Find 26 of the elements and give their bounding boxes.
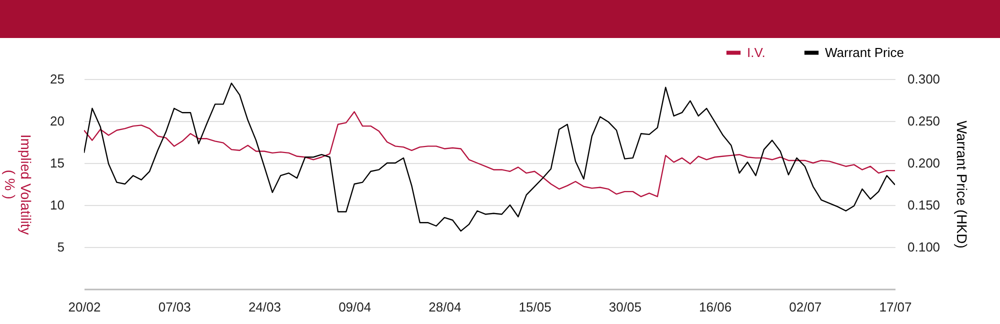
x-tick-label: 15/05 xyxy=(518,300,552,314)
x-tick-label: 02/07 xyxy=(789,300,822,314)
y-tick-label: 20 xyxy=(50,114,64,128)
y2-tick-label: 0.100 xyxy=(908,240,940,254)
y2-tick-label: 0.250 xyxy=(908,114,940,128)
legend-label: I.V. xyxy=(747,44,766,60)
y-tick-label: 10 xyxy=(50,198,64,212)
y-tick-label: 15 xyxy=(50,156,64,170)
x-tick-label: 30/05 xyxy=(608,300,642,314)
y-tick-label: 5 xyxy=(57,240,64,254)
line-series xyxy=(84,111,895,198)
y2-tick-label: 0.200 xyxy=(908,156,940,170)
y-tick-label: 25 xyxy=(50,72,64,86)
x-tick-label: 16/06 xyxy=(699,300,732,314)
y2-tick-label: 0.300 xyxy=(908,72,940,86)
x-tick-label: 07/03 xyxy=(158,300,191,314)
x-tick-label: 17/07 xyxy=(879,300,912,314)
x-tick-label: 24/03 xyxy=(248,300,281,314)
y-axis-title: Implied Volatility ( % ) xyxy=(2,134,34,235)
line-series xyxy=(84,82,895,232)
y2-tick-label: 0.150 xyxy=(908,198,940,212)
legend-label: Warrant Price xyxy=(825,44,904,60)
y2-axis-title: Warrant Price (HKD) xyxy=(954,120,970,248)
x-tick-label: 20/02 xyxy=(68,300,101,314)
x-tick-label: 09/04 xyxy=(338,300,372,314)
x-tick-label: 28/04 xyxy=(428,300,462,314)
